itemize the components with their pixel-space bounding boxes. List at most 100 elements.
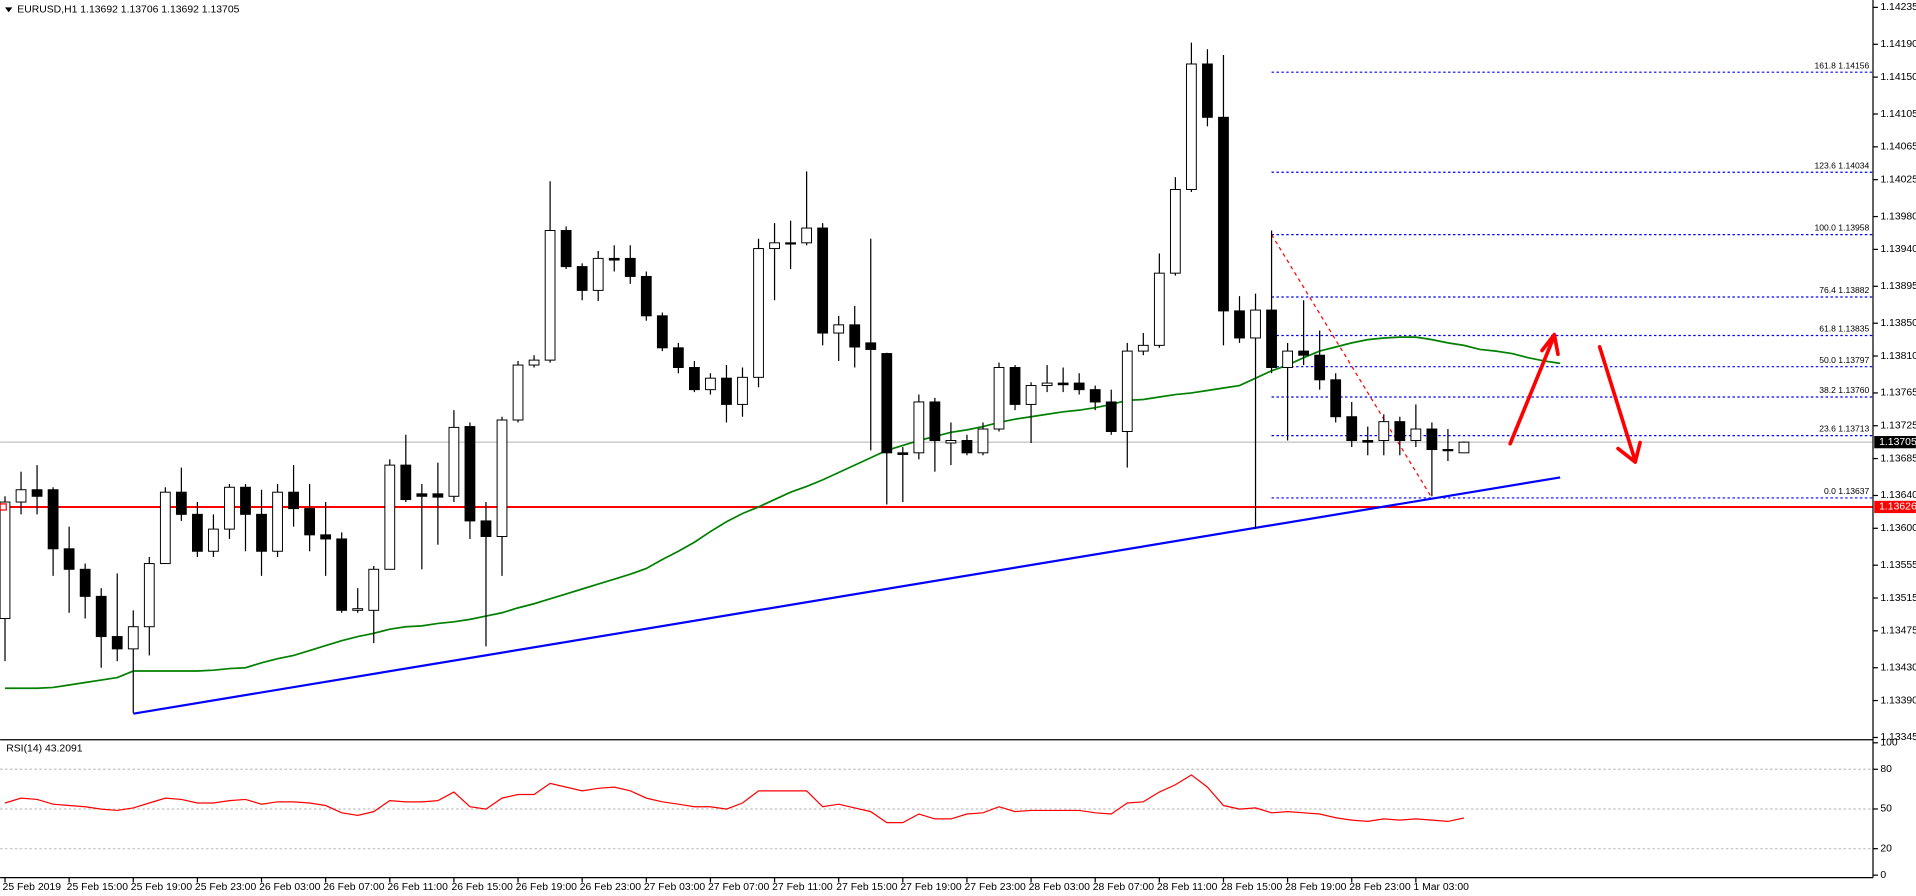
candle-body: [1298, 350, 1310, 356]
candle-body: [432, 493, 444, 498]
candle-body: [159, 491, 171, 565]
x-tick-label: 28 Feb 23:00: [1349, 882, 1411, 893]
candle-body: [849, 324, 861, 348]
candle-body: [721, 377, 732, 405]
rsi-tick-label: 0: [1880, 870, 1886, 881]
y-tick-label: 1.13980: [1880, 211, 1916, 222]
trendline: [133, 476, 1561, 715]
fib-label: 23.6 1.13713: [1819, 424, 1869, 434]
candle-body: [336, 538, 348, 611]
candle-body: [528, 359, 540, 366]
y-tick-label: 1.13640: [1880, 490, 1916, 501]
candle-body: [544, 230, 556, 361]
x-tick-label: 27 Feb 19:00: [900, 882, 962, 893]
x-tick-label: 27 Feb 11:00: [772, 882, 833, 893]
fib-label: 38.2 1.13760: [1819, 385, 1869, 395]
fib-label: 161.8 1.14156: [1814, 60, 1869, 70]
y-tick-label: 1.13555: [1880, 560, 1916, 571]
candle-body: [945, 440, 957, 444]
price-box: [1874, 436, 1916, 449]
candle-body: [977, 428, 989, 454]
fib-label: 123.6 1.14034: [1814, 160, 1869, 170]
candle-body: [1057, 382, 1069, 386]
candle-body: [897, 452, 909, 455]
x-tick-label: 28 Feb 07:00: [1093, 882, 1155, 893]
price-box-label: 1.13705: [1879, 437, 1916, 448]
y-tick-label: 1.13895: [1880, 281, 1916, 292]
candle-body: [1394, 421, 1406, 442]
candle-body: [208, 528, 219, 552]
candle-body: [576, 266, 588, 291]
candle-body: [1025, 385, 1037, 405]
y-tick-label: 1.13940: [1880, 244, 1916, 255]
candle-body: [881, 353, 893, 454]
y-tick-label: 1.14150: [1880, 72, 1916, 83]
arrow-down: [1597, 345, 1642, 464]
y-tick-label: 1.13600: [1880, 523, 1916, 534]
menu-triangle: [5, 7, 13, 13]
arrow-up: [1508, 334, 1557, 446]
candle-body: [1169, 189, 1181, 274]
arrow-up-head: [1540, 332, 1560, 357]
rsi-tick-label: 50: [1880, 804, 1892, 815]
candle-body: [865, 342, 877, 350]
x-tick-label: 26 Feb 03:00: [259, 882, 321, 893]
candle-body: [448, 426, 460, 497]
candle-body: [1073, 382, 1085, 391]
y-tick-label: 1.13430: [1880, 662, 1916, 673]
candle-body: [769, 242, 780, 250]
candle-body: [1330, 379, 1342, 418]
candle-body: [608, 257, 620, 261]
candle-body: [560, 230, 572, 268]
price-box-label: 1.13626: [1879, 502, 1916, 513]
fib-label: 76.4 1.13882: [1819, 285, 1869, 295]
chart-title: EURUSD,H1 1.13692 1.13706 1.13692 1.1370…: [17, 5, 239, 16]
candle-body: [801, 227, 813, 244]
y-tick-label: 1.14190: [1880, 39, 1916, 50]
y-tick-label: 1.13475: [1880, 626, 1916, 637]
candle-body: [111, 636, 123, 650]
candle-body: [1426, 428, 1438, 451]
candle-body: [272, 491, 283, 552]
x-tick-label: 27 Feb 15:00: [836, 882, 898, 893]
y-tick-label: 1.13390: [1880, 695, 1916, 706]
candle-body: [656, 315, 668, 349]
candle-body: [640, 275, 652, 317]
candle-body: [1089, 389, 1101, 403]
candle-body: [1362, 440, 1374, 443]
x-tick-label: 25 Feb 2019: [3, 882, 62, 893]
candle-body: [993, 367, 1005, 430]
x-tick-label: 27 Feb 03:00: [644, 882, 706, 893]
candle-body: [352, 608, 364, 611]
candle-body: [624, 257, 636, 277]
fib-label: 100.0 1.13958: [1814, 223, 1869, 233]
candle-body: [1186, 63, 1197, 190]
candle-body: [737, 376, 748, 405]
rsi-title: RSI(14) 43.2091: [6, 744, 83, 755]
candle-body: [1153, 272, 1165, 346]
rsi-line: [4, 774, 1465, 824]
x-tick-label: 27 Feb 23:00: [964, 882, 1026, 893]
candle-body: [288, 491, 299, 510]
candle-body: [0, 501, 11, 620]
x-tick-label: 28 Feb 03:00: [1029, 882, 1091, 893]
candle-body: [1314, 354, 1326, 381]
candle-body: [672, 347, 684, 368]
candle-body: [753, 248, 764, 378]
candle-body: [1202, 63, 1213, 118]
candle-body: [1234, 310, 1245, 339]
candle-body: [1137, 344, 1149, 352]
candle-body: [689, 367, 700, 391]
fib-label: 61.8 1.13835: [1819, 324, 1869, 334]
candle-body: [1218, 116, 1229, 312]
candle-body: [1442, 449, 1454, 452]
candle-body: [1250, 309, 1261, 339]
candle-body: [31, 489, 43, 497]
candle-body: [1282, 350, 1293, 368]
candle-body: [464, 426, 476, 522]
y-tick-label: 1.13685: [1880, 453, 1916, 464]
candle-body: [592, 257, 604, 291]
x-tick-label: 28 Feb 19:00: [1285, 882, 1347, 893]
